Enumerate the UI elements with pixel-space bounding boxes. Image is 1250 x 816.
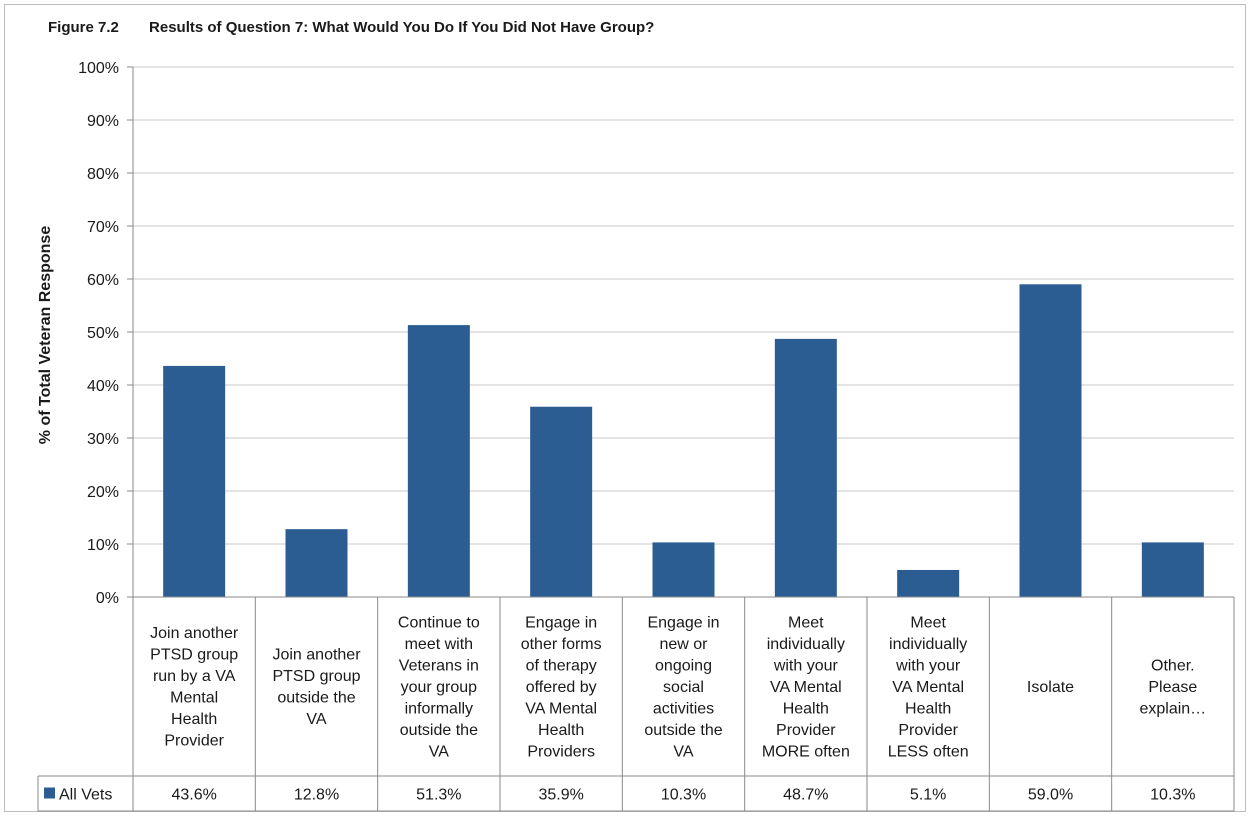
category-label: Provider [898,722,958,739]
category-label: Health [538,722,584,739]
data-label: 48.7% [783,787,828,804]
y-tick-label: 60% [87,272,119,289]
category-label: VA [673,743,693,760]
legend-label: All Vets [59,787,112,804]
category-label: informally [405,700,473,717]
data-label: 43.6% [171,787,216,804]
category-label: social [663,679,704,696]
data-label: 12.8% [294,787,339,804]
y-tick-label: 80% [87,166,119,183]
data-label: 5.1% [910,787,946,804]
bar [774,338,837,597]
data-label: 35.9% [538,787,583,804]
category-label: individually [889,636,967,653]
category-label: outside the [644,722,722,739]
category-label: new or [659,636,708,653]
y-tick-label: 70% [87,219,119,236]
category-label: offered by [526,679,597,696]
bar [407,325,470,597]
category-label: PTSD group [272,668,360,685]
data-label: 10.3% [1150,787,1195,804]
category-label: Isolate [1027,679,1074,696]
legend-swatch [44,787,55,799]
category-label: Provider [776,722,836,739]
category-label: Continue to [398,614,480,631]
category-label: Join another [272,647,361,664]
category-label: Engage in [647,614,719,631]
y-tick-label: 40% [87,378,119,395]
category-label: explain… [1139,700,1206,717]
data-label: 51.3% [416,787,461,804]
category-label: ongoing [655,657,712,674]
category-label: VA [429,743,449,760]
category-label: MORE often [762,743,850,760]
category-label: activities [653,700,714,717]
bar [652,542,715,597]
bar [163,365,226,597]
category-label: with your [773,657,839,674]
figure-title: Results of Question 7: What Would You Do… [149,19,655,36]
bar [1141,542,1204,597]
category-label: Providers [527,743,595,760]
category-label: Meet [910,614,946,631]
category-label: VA [306,711,326,728]
y-tick-label: 0% [96,590,119,607]
bars [163,284,1204,597]
bar [1019,284,1082,597]
category-label: Please [1148,679,1197,696]
category-label: outside the [277,690,355,707]
category-label: Health [783,700,829,717]
category-label: Meet [788,614,824,631]
category-label: Other. [1151,657,1195,674]
y-tick-label: 30% [87,431,119,448]
category-label: LESS often [888,743,969,760]
category-label: meet with [405,636,473,653]
category-label: individually [767,636,845,653]
bar [530,406,593,597]
y-axis-label: % of Total Veteran Response [37,226,54,445]
category-label: Mental [170,690,218,707]
y-tick-label: 100% [78,60,119,77]
category-label: VA Mental [525,700,597,717]
figure-label: Figure 7.2 [48,19,119,36]
category-label: run by a VA [153,668,236,685]
y-tick-label: 20% [87,484,119,501]
category-label: Health [171,711,217,728]
category-label: VA Mental [892,679,964,696]
y-tick-label: 10% [87,537,119,554]
category-label: other forms [521,636,602,653]
data-table: Join another PTSD group run by a VA Mental H… [37,596,1235,812]
category-label: VA Mental [770,679,842,696]
data-label: 59.0% [1028,787,1073,804]
y-tick-label: 50% [87,325,119,342]
category-label: Engage in [525,614,597,631]
category-label: of therapy [526,657,597,674]
y-tick-label: 90% [87,113,119,130]
category-label: with your [895,657,961,674]
category-label: Provider [164,733,224,750]
category-label: PTSD group [150,647,238,664]
category-label: outside the [400,722,478,739]
figure-title-row: Figure 7.2 Results of Question 7: What W… [48,19,654,36]
data-label: 10.3% [661,787,706,804]
category-label: Veterans in [399,657,479,674]
y-axis-ticks: 0% 10% 20% 30% 40% 50% 60% 70% 80% 90% 100% [78,60,119,607]
category-label: your group [401,679,478,696]
category-label: Health [905,700,951,717]
bar [285,529,348,597]
category-label: Join another [150,625,239,642]
bar [897,569,960,597]
